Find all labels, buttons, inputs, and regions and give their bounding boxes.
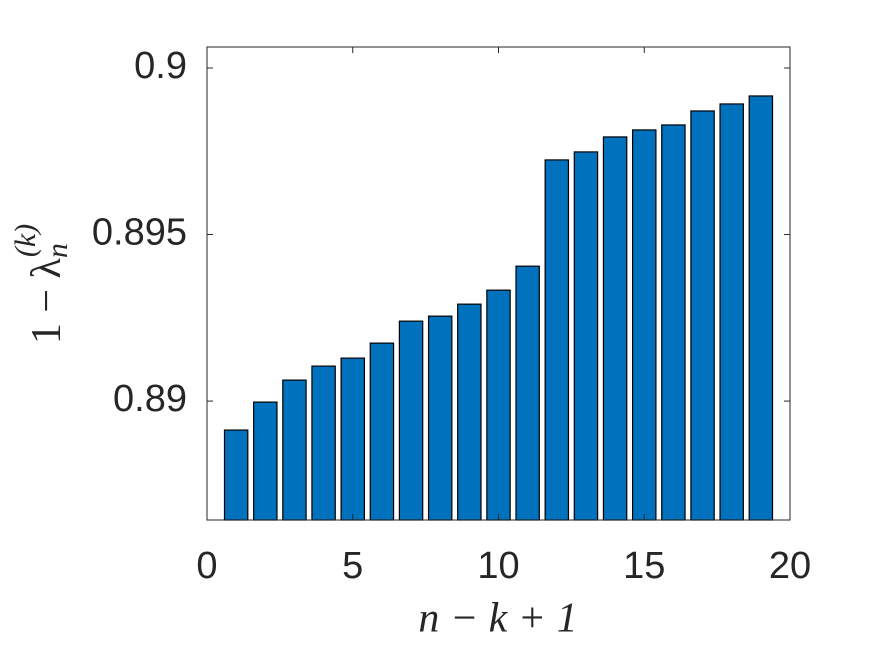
y-axis-label: 1 − λn(k)	[9, 224, 74, 344]
y-label-sub: n	[41, 243, 74, 258]
bar	[282, 379, 307, 521]
bar	[573, 151, 599, 521]
bar	[486, 289, 511, 521]
x-tick-label: 10	[477, 545, 519, 587]
bar	[223, 429, 249, 521]
bar	[398, 320, 424, 521]
bar	[515, 265, 540, 521]
x-tick-label: 0	[196, 545, 217, 587]
bar	[690, 110, 715, 521]
bar	[631, 129, 657, 521]
x-tick-label: 15	[623, 545, 665, 587]
bar	[253, 401, 278, 521]
bar	[719, 103, 744, 521]
bar	[748, 95, 774, 521]
bar	[311, 365, 336, 521]
y-label-sup: (k)	[9, 224, 42, 257]
y-tick-label: 0.895	[92, 212, 187, 254]
bar	[457, 303, 482, 521]
x-tick-label: 5	[342, 545, 363, 587]
x-axis-label: n − k + 1	[418, 596, 577, 642]
bar	[602, 136, 628, 521]
bar	[340, 357, 366, 521]
bar	[544, 159, 570, 521]
bar	[369, 342, 395, 521]
bar	[427, 315, 453, 521]
bar	[661, 124, 686, 521]
y-tick-label: 0.89	[113, 378, 187, 420]
y-label-main: 1 − λ	[24, 257, 70, 344]
y-tick-label: 0.9	[134, 45, 187, 87]
x-tick-label: 20	[769, 545, 811, 587]
